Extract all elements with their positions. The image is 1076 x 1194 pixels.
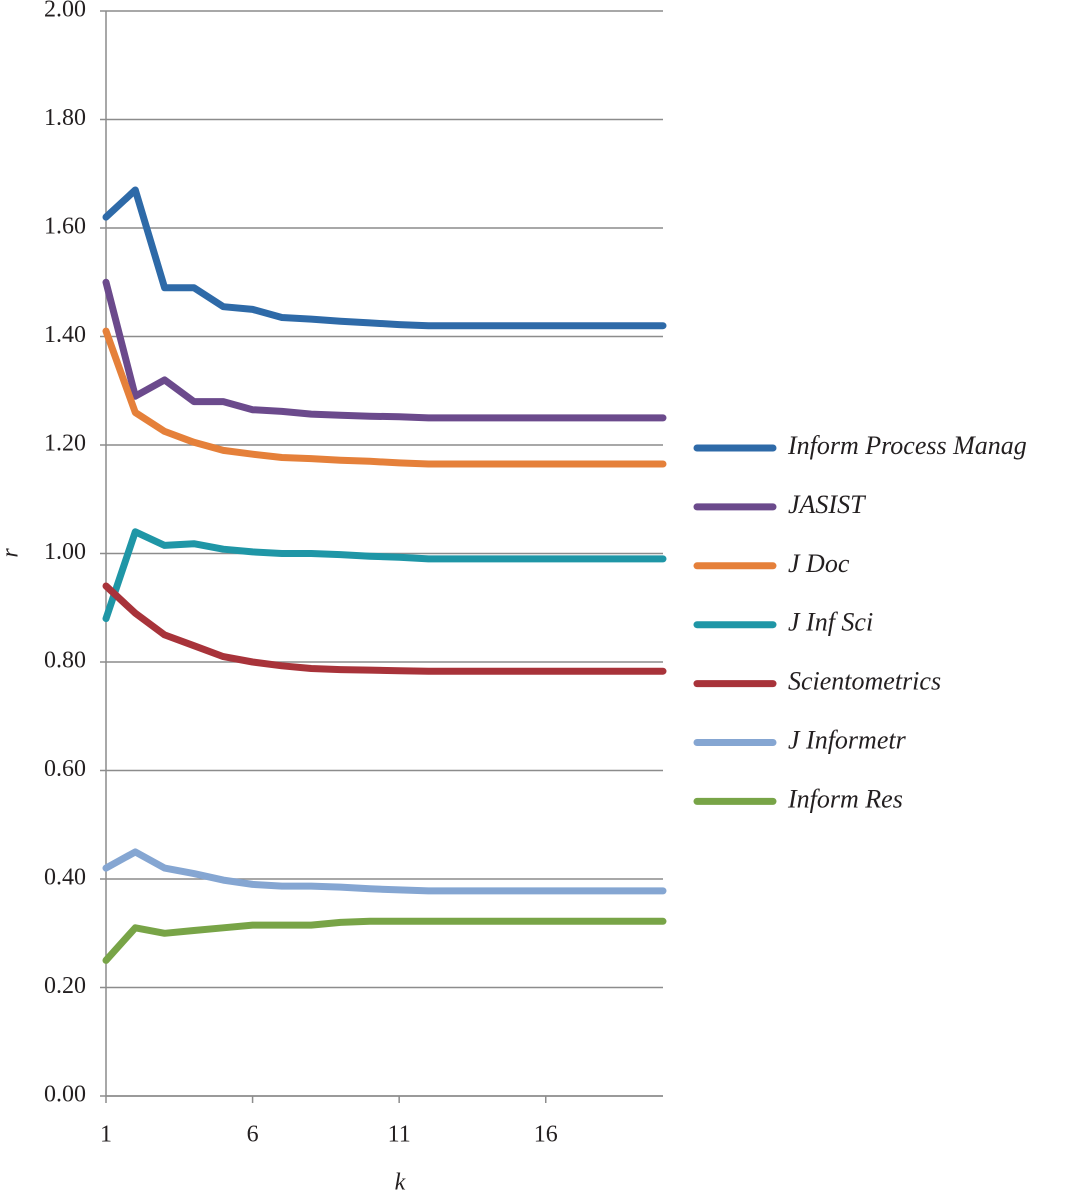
y-tick-label: 0.80 [44, 648, 86, 674]
y-tick-label: 0.00 [44, 1082, 86, 1108]
legend-label: Inform Process Manag [787, 431, 1027, 460]
series-line [102, 582, 667, 675]
y-tick-label: 1.20 [44, 431, 86, 457]
legend-label: Scientometrics [788, 667, 941, 696]
series-line [102, 186, 667, 330]
series-line [102, 278, 667, 422]
y-tick-label: 1.40 [44, 322, 86, 348]
legend-label: J Inf Sci [788, 608, 873, 637]
legend-label: JASIST [788, 490, 866, 519]
y-tick-label: 1.60 [44, 214, 86, 240]
series-line [102, 327, 667, 468]
y-tick-label: 2.00 [44, 0, 86, 23]
legend-label: J Doc [788, 549, 850, 578]
x-tick-label: 11 [388, 1122, 411, 1148]
y-tick-label: 0.20 [44, 973, 86, 999]
y-tick-label: 1.80 [44, 105, 86, 131]
y-tick-label: 0.60 [44, 756, 86, 782]
series-line [102, 528, 667, 623]
x-tick-label: 6 [247, 1122, 259, 1148]
series-line [102, 848, 667, 895]
y-axis-label: r [0, 548, 24, 558]
y-tick-label: 1.00 [44, 539, 86, 565]
legend-label: J Informetr [788, 725, 907, 754]
x-tick-label: 1 [100, 1122, 112, 1148]
legend-label: Inform Res [787, 784, 903, 813]
x-axis-label: k [395, 1170, 406, 1194]
series-line [102, 917, 667, 964]
y-tick-label: 0.40 [44, 865, 86, 891]
x-tick-label: 16 [534, 1122, 558, 1148]
